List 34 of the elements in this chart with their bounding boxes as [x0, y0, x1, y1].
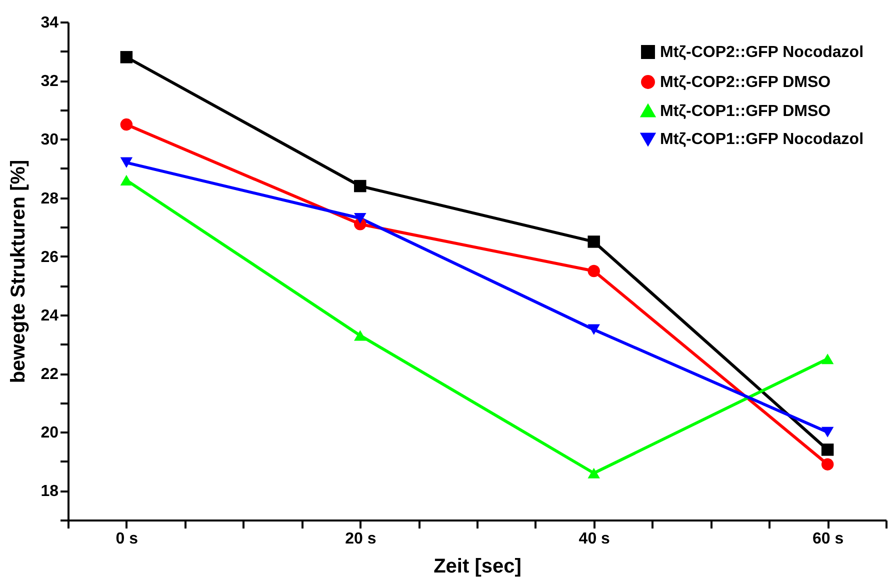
point [821, 354, 834, 364]
y-axis-title: bewegte Strukturen [%] [8, 160, 30, 384]
legend-label: Mtζ-COP2::GFP DMSO [660, 74, 831, 91]
legend-label: Mtζ-COP2::GFP Nocodazol [660, 44, 864, 61]
y-tick-label: 30 [40, 132, 59, 149]
x-tick-label: 20 s [345, 530, 376, 548]
point [588, 468, 600, 478]
y-tick-label: 22 [40, 366, 59, 384]
point [354, 212, 366, 224]
y-tick-label: 26 [40, 248, 59, 266]
x-tick-label: 0 s [116, 530, 138, 548]
point [120, 174, 133, 186]
y-tick-label: 18 [40, 483, 59, 500]
point [588, 264, 600, 278]
y-tick-label: 28 [40, 190, 59, 208]
point [588, 324, 600, 335]
point [588, 236, 600, 248]
point [120, 51, 133, 64]
y-tick-label: 24 [40, 307, 59, 324]
x-tick-label: 40 s [578, 530, 610, 548]
x-tick-label: 60 s [812, 530, 844, 548]
point [821, 444, 834, 456]
x-axis-title: Zeit [sec] [434, 556, 522, 578]
point [120, 118, 133, 131]
y-tick-label: 32 [40, 73, 59, 90]
point [354, 330, 366, 341]
point [821, 426, 834, 438]
point [821, 458, 834, 470]
legend-label: Mtζ-COP1::GFP Nocodazol [660, 131, 864, 148]
y-tick-label: 20 [40, 424, 59, 442]
point [120, 157, 133, 168]
y-tick-label: 34 [40, 14, 59, 32]
legend-label: Mtζ-COP1::GFP DMSO [660, 103, 831, 120]
point [354, 180, 366, 192]
